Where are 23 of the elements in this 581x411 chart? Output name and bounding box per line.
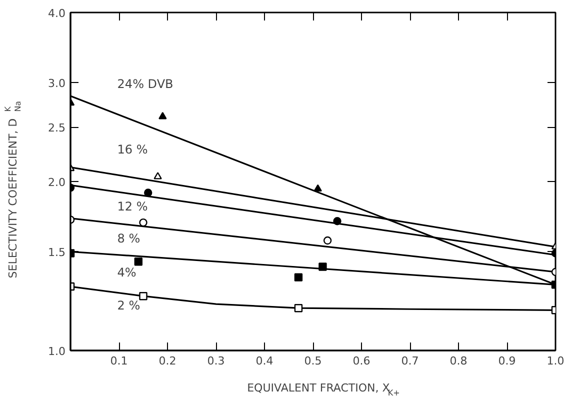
series-label: 24% DVB bbox=[117, 77, 174, 92]
y-axis-title: SELECTIVITY COEFFICIENT, DKNa bbox=[4, 100, 22, 278]
x-tick-label: 0.6 bbox=[352, 354, 370, 368]
x-tick-label: 0.9 bbox=[498, 354, 516, 368]
series-label: 12 % bbox=[117, 200, 148, 214]
x-tick-label: 0.3 bbox=[207, 354, 225, 368]
y-tick-label: 4.0 bbox=[48, 7, 66, 20]
y-tick-label: 1.5 bbox=[48, 246, 66, 260]
y-tick-label: 3.0 bbox=[48, 77, 66, 90]
x-tick-label: 0.1 bbox=[110, 354, 128, 368]
y-tick-label: 2.5 bbox=[48, 122, 66, 135]
x-tick-label: 0.7 bbox=[401, 354, 419, 368]
series-label: 16 % bbox=[117, 142, 148, 157]
y-tick-label: 1.0 bbox=[48, 345, 66, 358]
x-tick-label: 0.2 bbox=[158, 354, 176, 368]
y-tick-label: 2.0 bbox=[48, 176, 66, 189]
series-label: 8 % bbox=[117, 232, 140, 246]
x-tick-label: 0.5 bbox=[304, 354, 322, 368]
x-tick-label: 1.0 bbox=[546, 354, 564, 368]
x-tick-label: 0.8 bbox=[450, 354, 468, 368]
x-tick-label: 0.4 bbox=[256, 354, 274, 368]
series-label: 2 % bbox=[117, 298, 140, 313]
series-label: 4% bbox=[117, 265, 136, 280]
